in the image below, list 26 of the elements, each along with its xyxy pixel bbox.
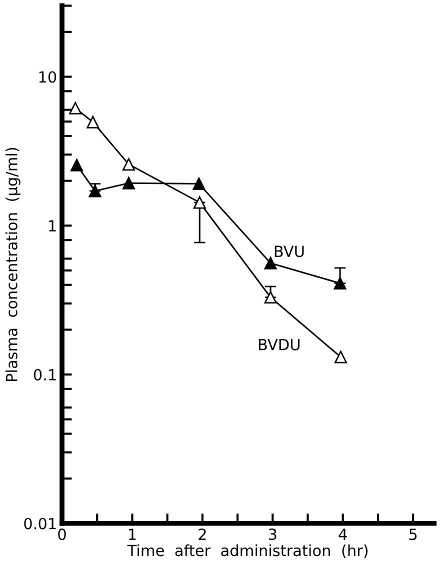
- x-tick-label: 2: [198, 528, 206, 540]
- series-label: BVDU: [258, 339, 300, 350]
- point: [192, 178, 206, 190]
- x-axis-title: Time after administration (hr): [127, 544, 368, 558]
- point: [122, 158, 135, 171]
- point: [122, 176, 135, 190]
- point: [334, 277, 346, 290]
- point: [70, 158, 84, 172]
- point: [69, 102, 82, 114]
- x-tick-label: 0: [58, 528, 66, 540]
- series-label: BVU: [274, 246, 304, 258]
- point: [264, 256, 277, 270]
- point: [264, 291, 277, 304]
- x-tick-label: 1: [129, 528, 136, 540]
- x-tick-label: 5: [409, 528, 417, 540]
- y-tick-label: 0.01: [24, 518, 56, 530]
- point: [88, 184, 102, 198]
- y-tick-label: 10: [39, 71, 56, 83]
- point: [86, 116, 100, 128]
- y-axis-title: Plasma concentration (µg/ml): [6, 148, 20, 381]
- x-tick-label: 4: [338, 528, 347, 540]
- y-tick-label: 1: [49, 220, 56, 232]
- x-tick-label: 3: [268, 528, 276, 540]
- point: [193, 196, 206, 209]
- y-tick-label: 0.1: [34, 368, 56, 381]
- point: [334, 350, 348, 364]
